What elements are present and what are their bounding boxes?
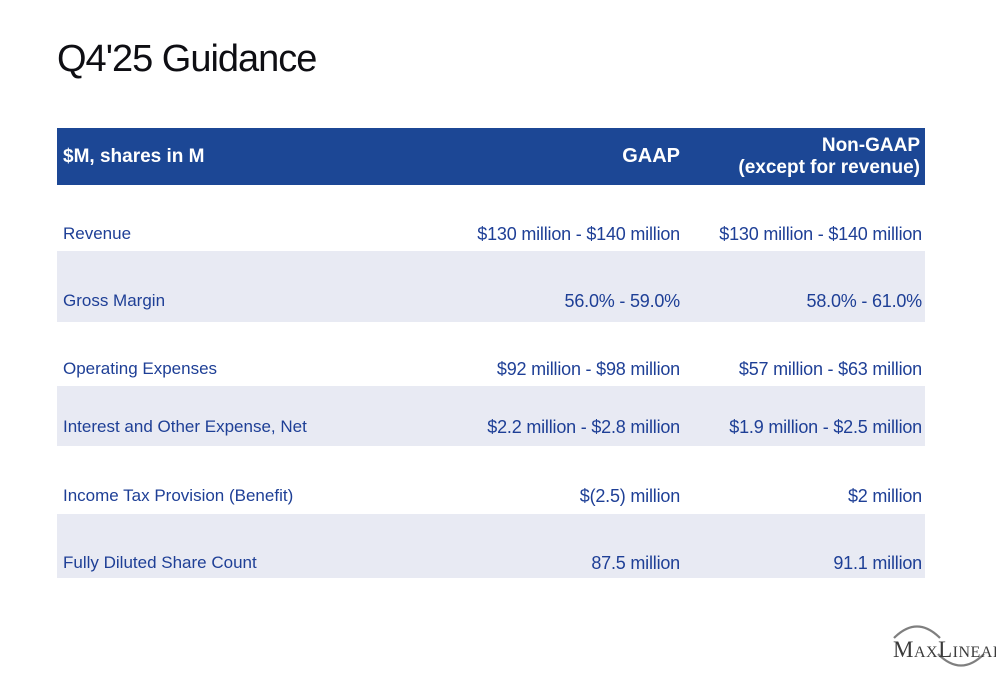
non-gaap-value: $1.9 million - $2.5 million bbox=[729, 417, 922, 437]
table-row: Interest and Other Expense, Net $2.2 mil… bbox=[57, 412, 925, 442]
non-gaap-value: $57 million - $63 million bbox=[738, 359, 922, 379]
non-gaap-value: $130 million - $140 million bbox=[719, 224, 922, 244]
gaap-value: $2.2 million - $2.8 million bbox=[487, 417, 680, 437]
gaap-value: $92 million - $98 million bbox=[496, 359, 680, 379]
logo-text-l: L bbox=[938, 637, 953, 662]
page-title: Q4'25 Guidance bbox=[57, 38, 317, 80]
row-label: Fully Diluted Share Count bbox=[63, 553, 257, 572]
gaap-value: 87.5 million bbox=[591, 553, 680, 573]
table-row: Gross Margin 56.0% - 59.0% 58.0% - 61.0% bbox=[57, 286, 925, 316]
svg-text:MAXLINEAR: MAXLINEAR bbox=[893, 637, 996, 662]
header-units-label: $M, shares in M bbox=[63, 145, 205, 167]
shaded-row-band bbox=[57, 386, 925, 446]
table-row: Operating Expenses $92 million - $98 mil… bbox=[57, 354, 925, 384]
gaap-value: $(2.5) million bbox=[579, 486, 680, 506]
gaap-value: $130 million - $140 million bbox=[477, 224, 680, 244]
logo-wave-icon: MAXLINEAR bbox=[893, 625, 996, 667]
header-non-gaap-line2: (except for revenue) bbox=[738, 156, 920, 178]
logo-text-ax: AX bbox=[914, 644, 938, 661]
non-gaap-value: $2 million bbox=[847, 486, 922, 506]
logo-text-inear: INEAR bbox=[953, 644, 996, 661]
header-non-gaap-line1: Non-GAAP bbox=[821, 134, 920, 156]
row-label: Revenue bbox=[63, 224, 132, 243]
gaap-value: 56.0% - 59.0% bbox=[564, 291, 681, 311]
table-row: Fully Diluted Share Count 87.5 million 9… bbox=[57, 548, 925, 578]
maxlinear-logo: MAXLINEAR bbox=[876, 614, 996, 676]
table-row: Revenue $130 million - $140 million $130… bbox=[57, 219, 925, 249]
header-gaap-column: GAAP bbox=[622, 145, 680, 167]
shaded-row-band bbox=[57, 514, 925, 578]
shaded-row-band bbox=[57, 251, 925, 322]
non-gaap-value: 58.0% - 61.0% bbox=[806, 291, 923, 311]
table-row: Income Tax Provision (Benefit) $(2.5) mi… bbox=[57, 481, 925, 511]
non-gaap-value: 91.1 million bbox=[833, 553, 922, 573]
row-label: Operating Expenses bbox=[63, 359, 218, 378]
row-label: Interest and Other Expense, Net bbox=[63, 417, 307, 436]
row-label: Gross Margin bbox=[63, 291, 166, 310]
table-header: $M, shares in M GAAP Non-GAAP (except fo… bbox=[57, 128, 925, 185]
row-label: Income Tax Provision (Benefit) bbox=[63, 486, 294, 505]
logo-text-m: M bbox=[893, 637, 914, 662]
header-non-gaap-column: Non-GAAP (except for revenue) bbox=[738, 128, 920, 185]
